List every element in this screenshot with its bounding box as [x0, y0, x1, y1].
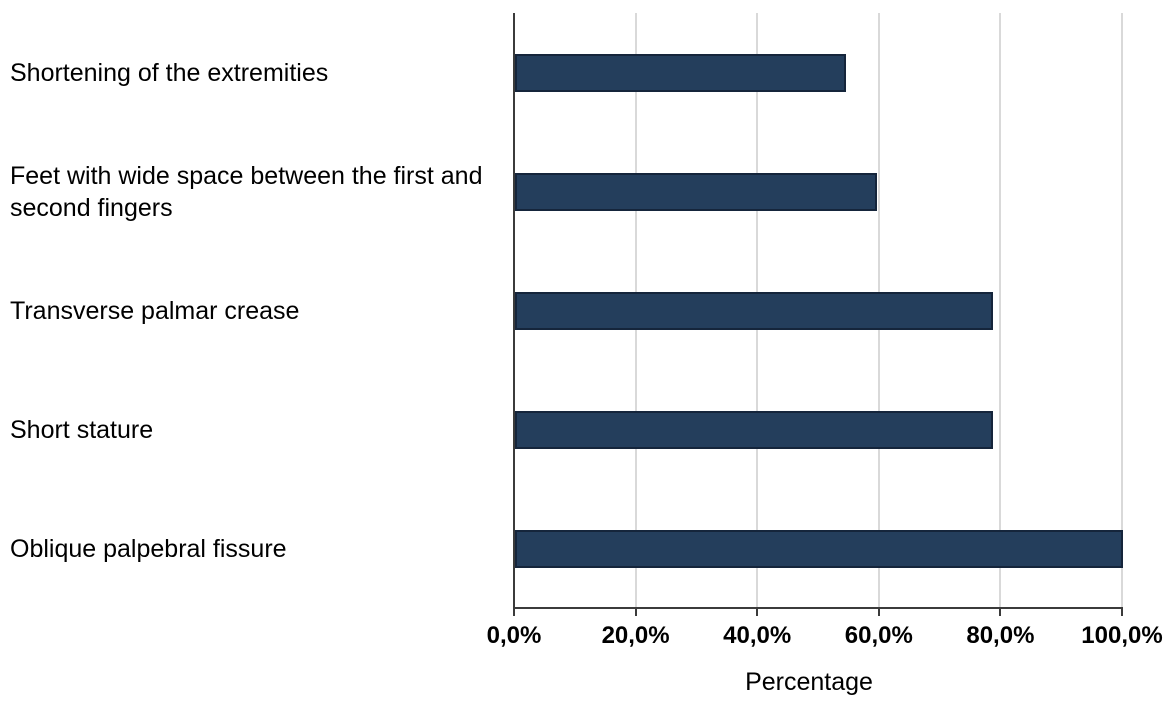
x-tick-label: 100,0%: [1081, 622, 1163, 649]
x-axis-line: [513, 607, 1123, 609]
x-tick-mark: [634, 608, 637, 616]
x-tick-label: 0,0%: [486, 622, 542, 649]
x-tick-label: 80,0%: [966, 622, 1035, 649]
bar: [515, 410, 993, 449]
category-label: Short stature: [10, 415, 154, 444]
bar: [515, 53, 846, 92]
x-tick-label: 20,0%: [601, 622, 670, 649]
gridline: [1121, 13, 1123, 608]
x-tick-mark: [513, 608, 515, 616]
y-axis-line: [513, 13, 515, 608]
category-label: Transverse palmar crease: [10, 296, 300, 325]
category-label: Feet with wide space between the first a…: [10, 161, 483, 222]
x-axis-title: Percentage: [745, 668, 873, 696]
bar: [515, 529, 1123, 568]
category-label: Oblique palpebral fissure: [10, 534, 287, 563]
category-label: Shortening of the extremities: [10, 58, 329, 87]
x-tick-label: 60,0%: [844, 622, 913, 649]
bar: [515, 291, 993, 330]
x-tick-mark: [1121, 608, 1123, 616]
x-tick-mark: [999, 608, 1002, 616]
x-tick-label: 40,0%: [723, 622, 792, 649]
x-tick-mark: [756, 608, 759, 616]
bar: [515, 172, 877, 211]
gridline: [999, 13, 1002, 608]
x-tick-mark: [877, 608, 880, 616]
